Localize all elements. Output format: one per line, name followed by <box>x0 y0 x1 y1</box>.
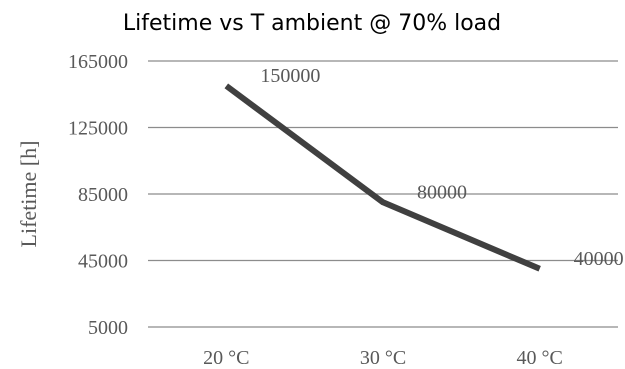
gridlines <box>148 60 618 328</box>
x-tick-label: 40 °C <box>516 347 562 369</box>
x-axis-ticks: 20 °C 30 °C 40 °C <box>203 347 563 369</box>
y-tick-label: 165000 <box>68 51 128 73</box>
lifetime-line <box>224 83 541 272</box>
y-axis-ticks: 5000 45000 85000 125000 165000 <box>68 51 128 339</box>
data-labels: 150000 80000 40000 <box>260 65 623 270</box>
series <box>224 83 541 272</box>
y-tick-label: 125000 <box>68 118 128 140</box>
x-tick-label: 20 °C <box>203 347 249 369</box>
data-label: 150000 <box>260 65 320 87</box>
data-label: 40000 <box>574 248 624 270</box>
y-axis-title: Lifetime [h] <box>16 141 41 248</box>
y-tick-label: 85000 <box>78 184 128 206</box>
x-tick-label: 30 °C <box>360 347 406 369</box>
y-tick-label: 45000 <box>78 251 128 273</box>
chart-title: Lifetime vs T ambient @ 70% load <box>123 11 501 36</box>
data-label: 80000 <box>417 181 467 203</box>
y-tick-label: 5000 <box>88 317 128 339</box>
